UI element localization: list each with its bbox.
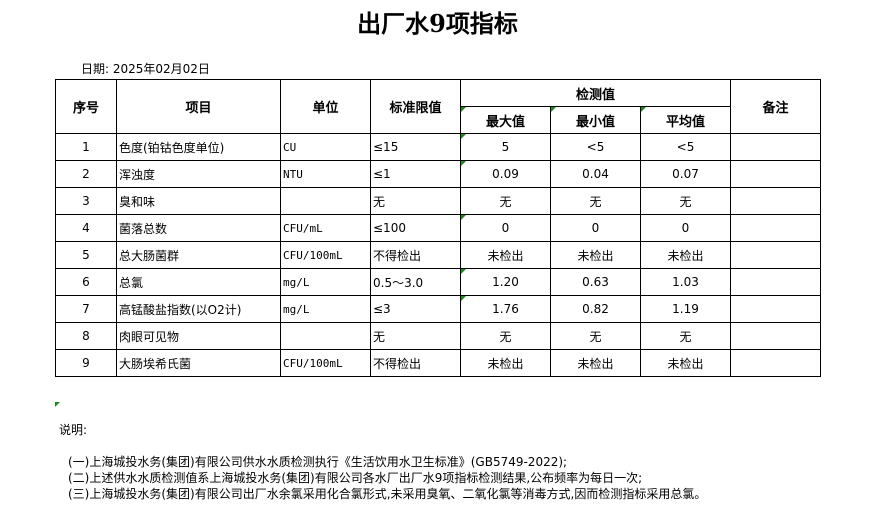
cell-unit: mg/L [280, 295, 371, 323]
cell-seq: 6 [55, 268, 117, 296]
report-date: 日期: 2025年02月02日 [81, 62, 210, 76]
table-row: 9 大肠埃希氏菌 CFU/100mL 不得检出 未检出 未检出 未检出 [55, 349, 821, 377]
table-row: 8 肉眼可见物无无无无 [55, 322, 821, 350]
table-row: 2 浑浊度 NTU ≤1 0.09 0.04 0.07 [55, 160, 821, 188]
page-title: 出厂水9项指标 [357, 9, 518, 38]
cell-item: 臭和味 [116, 187, 281, 215]
cell-item: 浑浊度 [116, 160, 281, 188]
cell-unit: CFU/100mL [280, 241, 371, 269]
cell-avg: <5 [640, 133, 731, 161]
cell-item: 肉眼可见物 [116, 322, 281, 350]
cell-remark [730, 268, 821, 296]
cell-avg: 未检出 [640, 241, 731, 269]
cell-item: 总大肠菌群 [116, 241, 281, 269]
cell-remark [730, 241, 821, 269]
cell-max: 5 [460, 133, 551, 161]
cell-min: 0 [550, 214, 641, 242]
header-item: 项目 [116, 79, 281, 134]
cell-avg: 无 [640, 322, 731, 350]
cell-seq: 8 [55, 322, 117, 350]
header-max: 最大值 [460, 106, 551, 134]
cell-max: 0 [460, 214, 551, 242]
cell-max: 未检出 [460, 349, 551, 377]
note-2: (二)上述供水水质检测值系上海城投水务(集团)有限公司各水厂出厂水9项指标检测结… [68, 471, 643, 485]
table-row: 5 总大肠菌群 CFU/100mL 不得检出 未检出 未检出 未检出 [55, 241, 821, 269]
cell-min: 未检出 [550, 349, 641, 377]
cell-avg: 0 [640, 214, 731, 242]
header-measured: 检测值 [460, 79, 731, 107]
cell-limit: ≤1 [370, 160, 461, 188]
cell-seq: 7 [55, 295, 117, 323]
cell-seq: 3 [55, 187, 117, 215]
notes-label: 说明: [59, 423, 88, 437]
cell-max: 无 [460, 187, 551, 215]
cell-unit: CU [280, 133, 371, 161]
note-1: (一)上海城投水务(集团)有限公司供水水质检测执行《生活饮用水卫生标准》(GB5… [68, 455, 568, 469]
header-remark: 备注 [730, 79, 821, 134]
cell-min: 无 [550, 187, 641, 215]
cell-unit: NTU [280, 160, 371, 188]
cell-remark [730, 349, 821, 377]
cell-remark [730, 214, 821, 242]
table-row: 1 色度(铂钴色度单位) CU ≤15 5 <5 <5 [55, 133, 821, 161]
cell-item: 大肠埃希氏菌 [116, 349, 281, 377]
cell-min: 0.04 [550, 160, 641, 188]
cell-unit [280, 322, 371, 350]
cell-max: 无 [460, 322, 551, 350]
table-row: 4 菌落总数 CFU/mL ≤100 0 0 0 [55, 214, 821, 242]
cell-limit: 不得检出 [370, 241, 461, 269]
cell-remark [730, 187, 821, 215]
cell-seq: 5 [55, 241, 117, 269]
cell-limit: 不得检出 [370, 349, 461, 377]
cell-avg: 0.07 [640, 160, 731, 188]
cell-avg: 未检出 [640, 349, 731, 377]
table-row: 6 总氯 mg/L 0.5～3.0 1.20 0.63 1.03 [55, 268, 821, 296]
table-row: 7 高锰酸盐指数(以O2计) mg/L ≤3 1.76 0.82 1.19 [55, 295, 821, 323]
header-seq: 序号 [55, 79, 117, 134]
cell-remark [730, 133, 821, 161]
cell-seq: 2 [55, 160, 117, 188]
cell-item: 菌落总数 [116, 214, 281, 242]
cell-limit: ≤15 [370, 133, 461, 161]
cell-seq: 1 [55, 133, 117, 161]
cell-item: 高锰酸盐指数(以O2计) [116, 295, 281, 323]
cell-max: 未检出 [460, 241, 551, 269]
water-quality-table: 序号 项目 单位 标准限值 检测值 备注 最大值 最小值 平均值 1 色度(铂钴色… [55, 79, 821, 377]
cell-min: 未检出 [550, 241, 641, 269]
cell-min: 0.63 [550, 268, 641, 296]
cell-unit: CFU/100mL [280, 349, 371, 377]
header-avg: 平均值 [640, 106, 731, 134]
cell-item: 总氯 [116, 268, 281, 296]
cell-limit: 无 [370, 187, 461, 215]
cell-unit: CFU/mL [280, 214, 371, 242]
cell-max: 0.09 [460, 160, 551, 188]
header-unit: 单位 [280, 79, 371, 134]
header-limit: 标准限值 [370, 79, 461, 134]
cell-min: 无 [550, 322, 641, 350]
cell-limit: ≤3 [370, 295, 461, 323]
cell-unit: mg/L [280, 268, 371, 296]
cell-seq: 4 [55, 214, 117, 242]
cell-max: 1.20 [460, 268, 551, 296]
header-min: 最小值 [550, 106, 641, 134]
cell-max: 1.76 [460, 295, 551, 323]
cell-min: <5 [550, 133, 641, 161]
cell-marker [55, 402, 60, 407]
cell-item: 色度(铂钴色度单位) [116, 133, 281, 161]
cell-remark [730, 322, 821, 350]
cell-limit: 0.5～3.0 [370, 268, 461, 296]
cell-avg: 1.19 [640, 295, 731, 323]
cell-seq: 9 [55, 349, 117, 377]
cell-avg: 无 [640, 187, 731, 215]
cell-limit: 无 [370, 322, 461, 350]
cell-remark [730, 295, 821, 323]
note-3: (三)上海城投水务(集团)有限公司出厂水余氯采用化合氯形式,未采用臭氧、二氧化氯… [68, 487, 707, 501]
cell-limit: ≤100 [370, 214, 461, 242]
cell-unit [280, 187, 371, 215]
cell-avg: 1.03 [640, 268, 731, 296]
cell-min: 0.82 [550, 295, 641, 323]
table-row: 3 臭和味无无无无 [55, 187, 821, 215]
cell-remark [730, 160, 821, 188]
